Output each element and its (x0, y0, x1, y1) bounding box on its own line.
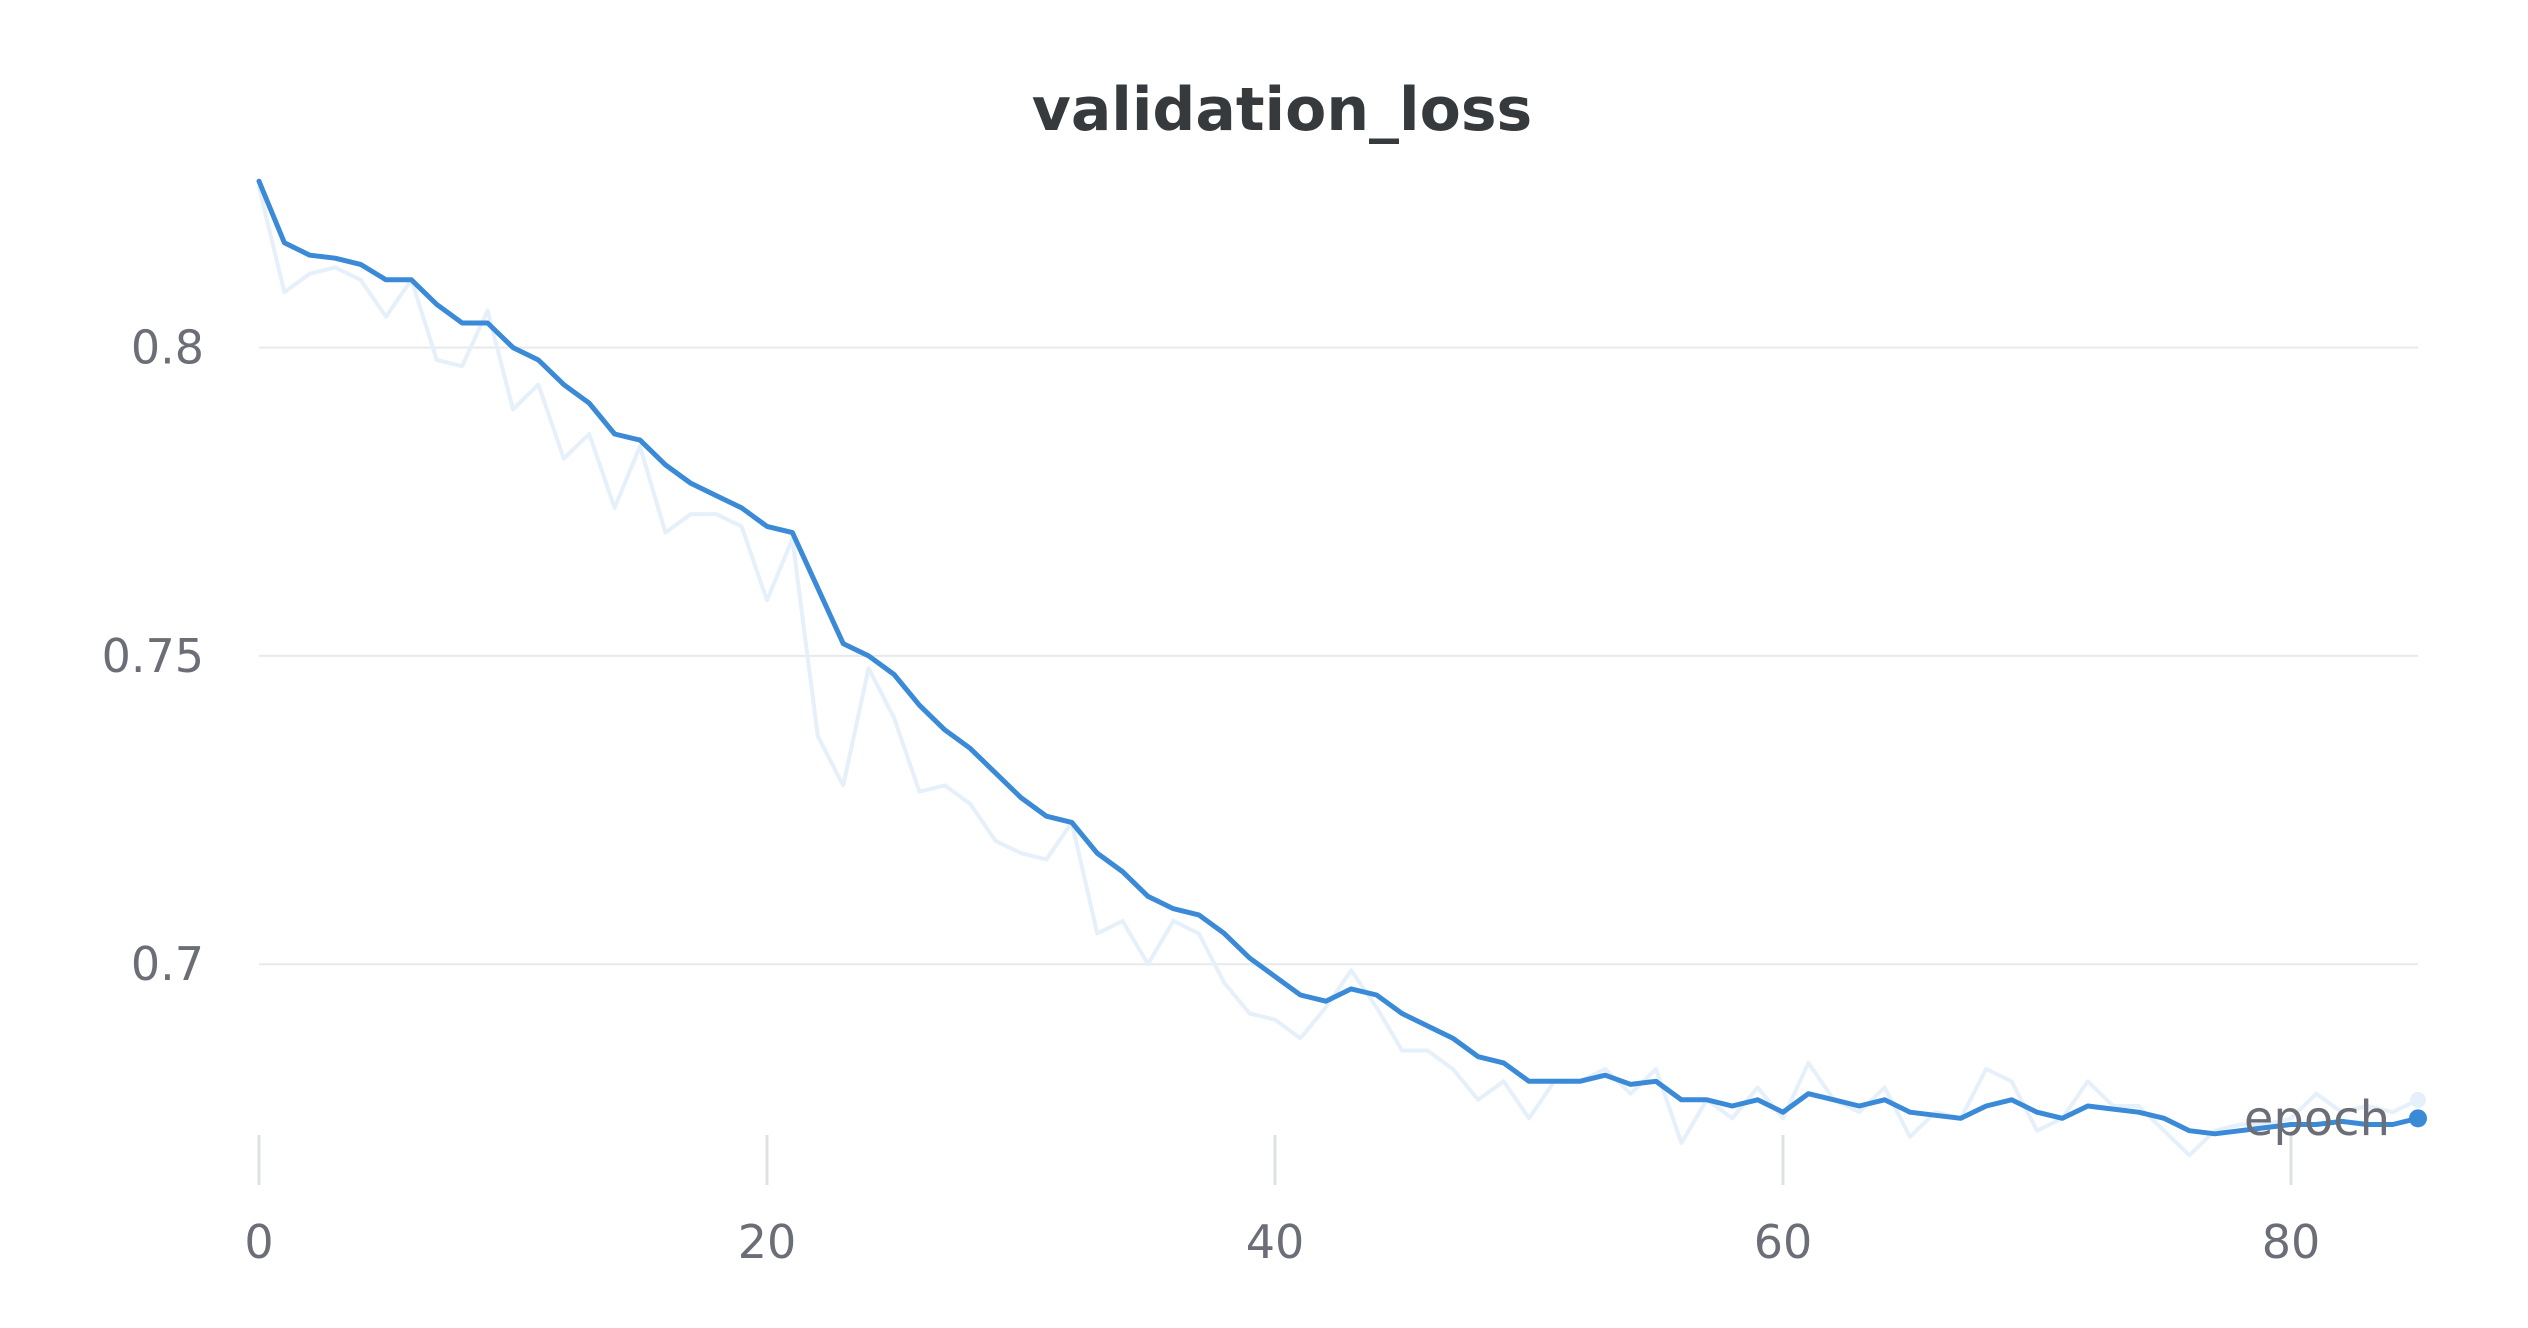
gridlines (259, 346, 2418, 966)
series-end-point-smoothed (2409, 1109, 2427, 1128)
series-line-smoothed (256, 178, 2421, 1137)
y-tick-label: 0.75 (102, 629, 204, 683)
series-end-point-raw (2410, 1091, 2426, 1108)
y-tick-label: 0.8 (131, 321, 204, 375)
y-axis-ticks: 0.7 0.75 0.8 (102, 321, 204, 992)
x-tick-label: 40 (1246, 1215, 1305, 1269)
x-tick-label: 80 (2262, 1215, 2321, 1269)
series-lines (256, 178, 2427, 1158)
x-tick-label: 20 (738, 1215, 797, 1269)
x-tick-label: 0 (244, 1215, 273, 1269)
series-line-raw (257, 185, 2420, 1158)
x-axis-title: epoch (2244, 1091, 2390, 1147)
y-tick-label: 0.7 (131, 937, 204, 991)
chart-title: validation_loss (1032, 75, 1533, 145)
x-axis-ticks: 0 20 40 60 80 (244, 1135, 2320, 1269)
x-tick-label: 60 (1754, 1215, 1813, 1269)
